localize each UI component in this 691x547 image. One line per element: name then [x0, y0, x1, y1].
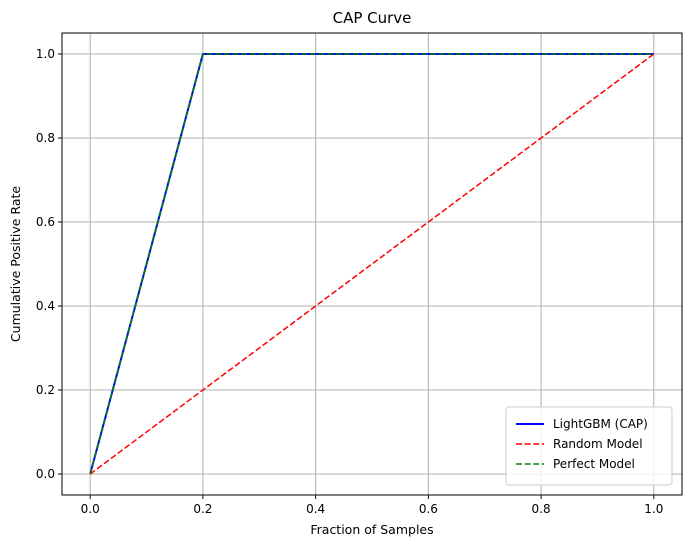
- x-tick-label: 0.2: [193, 502, 212, 516]
- series-line-perfect-model: [89, 53, 654, 475]
- x-tick-label: 0.8: [532, 502, 551, 516]
- legend-box: [505, 406, 673, 486]
- axis-ticks: 0.0 0.2 0.4 0.6 0.8 1.0 0.0 0.2 0.4 0.6 0.8 1.0: [36, 47, 663, 516]
- x-tick-label: 1.0: [644, 502, 663, 516]
- grid: [62, 33, 682, 495]
- y-tick-label: 0.4: [36, 299, 55, 313]
- y-tick-label: 0.0: [36, 467, 55, 481]
- x-tick-label: 0.4: [306, 502, 325, 516]
- y-tick-label: 1.0: [36, 47, 55, 61]
- y-tick-label: 0.2: [36, 383, 55, 397]
- legend: LightGBM (CAP) Random Model Perfect Model: [505, 406, 673, 486]
- series-lines: [89, 53, 655, 475]
- x-axis-label: Fraction of Samples: [310, 522, 433, 537]
- chart-title: CAP Curve: [333, 9, 412, 27]
- x-tick-label: 0.6: [419, 502, 438, 516]
- legend-label: Random Model: [553, 437, 643, 451]
- legend-label: LightGBM (CAP): [553, 417, 648, 431]
- x-tick-label: 0.0: [81, 502, 100, 516]
- series-line-random-model: [89, 53, 655, 475]
- y-tick-label: 0.6: [36, 215, 55, 229]
- y-tick-label: 0.8: [36, 131, 55, 145]
- legend-label: Perfect Model: [553, 457, 635, 471]
- y-axis-label: Cumulative Positive Rate: [8, 186, 23, 342]
- plot-frame: [61, 32, 683, 496]
